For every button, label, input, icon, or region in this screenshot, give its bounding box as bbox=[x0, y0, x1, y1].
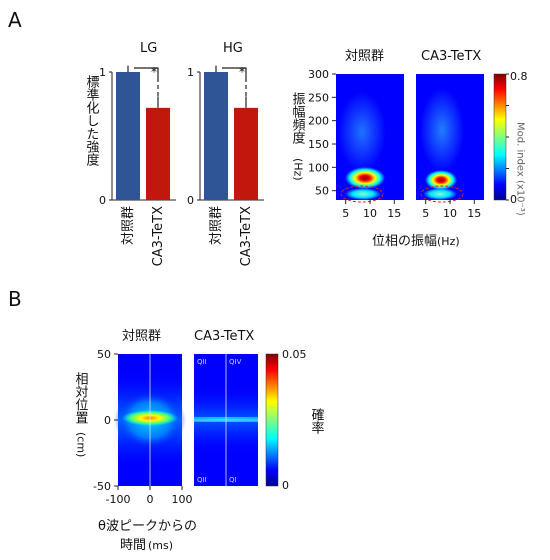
heatmap-b-control bbox=[114, 354, 186, 486]
quadrant-label: QII bbox=[197, 358, 207, 366]
y-tick-label: 50 bbox=[97, 348, 111, 361]
colorbar-tick-label: 0 bbox=[282, 479, 289, 492]
heatmap-a-title-tetx: CA3-TeTX bbox=[421, 49, 481, 64]
category-label: CA3-TeTX bbox=[151, 206, 166, 266]
bar-chart-title: HG bbox=[223, 41, 243, 56]
heatmap-b-colorbar-label: 確率 bbox=[309, 407, 325, 434]
category-label: 対照群 bbox=[209, 206, 224, 245]
y-tick-label: 250 bbox=[308, 91, 329, 104]
bar-tetx bbox=[146, 107, 170, 200]
heatmap-b-xlabel: θ波ピークからの bbox=[98, 519, 197, 534]
heatmap-a-yunit: (Hz) bbox=[292, 158, 305, 181]
x-tick-label: 100 bbox=[172, 493, 193, 506]
category-label: CA3-TeTX bbox=[239, 206, 254, 266]
heatmap-a-ylabel: 振幅頻度 bbox=[290, 92, 306, 144]
bar-chart-title: LG bbox=[140, 41, 157, 56]
x-tick-label: 5 bbox=[342, 207, 349, 220]
significance-star: * bbox=[239, 65, 245, 79]
bar-charts: LG 0 1 対照群 CA3-TeTX * HG 0 1 対照群 CA3-TeTX * bbox=[99, 41, 264, 266]
y-tick-label: 300 bbox=[308, 68, 329, 81]
y-tick-label: 0 bbox=[99, 194, 106, 207]
heatmap-b-title-control: 対照群 bbox=[122, 329, 161, 344]
x-tick-label: 5 bbox=[422, 207, 429, 220]
theta-heatmaps: 対照群 CA3-TeTX QII QIV QII QI 50 0 -50 -100 0… bbox=[73, 329, 325, 553]
heatmap-a-xunit: (Hz) bbox=[437, 235, 460, 248]
y-tick-label: -50 bbox=[93, 480, 111, 493]
bar-chart-lg: LG 0 1 対照群 CA3-TeTX * bbox=[99, 41, 176, 266]
heatmap-a-colorbar bbox=[493, 73, 507, 201]
x-tick-label: 15 bbox=[387, 207, 401, 220]
y-tick-label: 1 bbox=[187, 66, 194, 79]
quadrant-label: QII bbox=[197, 476, 207, 484]
significance-bracket bbox=[134, 67, 159, 78]
bar-tetx bbox=[234, 107, 258, 200]
bar-control bbox=[116, 72, 140, 200]
heatmap-a-colorbar-label: Mod. index (x10⁻³) bbox=[515, 122, 526, 216]
panel-label-a: A bbox=[8, 8, 22, 32]
panel-label-b: B bbox=[8, 287, 22, 311]
heatmap-a-colorbar-ticks: 0.80 bbox=[506, 70, 528, 206]
heatmap-b-xunit: (ms) bbox=[148, 539, 173, 552]
heatmap-a-xlabel: 位相の振幅 bbox=[372, 234, 437, 249]
heatmap-b-yticks: 50 0 -50 bbox=[93, 348, 118, 493]
x-tick-label: 15 bbox=[467, 207, 481, 220]
y-tick-label: 1 bbox=[99, 66, 106, 79]
heatmap-b-xlabel2: 時間 bbox=[120, 538, 146, 553]
x-tick-label: 10 bbox=[443, 207, 457, 220]
y-tick-label: 50 bbox=[315, 185, 329, 198]
bar-chart-hg: HG 0 1 対照群 CA3-TeTX * bbox=[187, 41, 264, 266]
colorbar-tick-label: 0.8 bbox=[510, 70, 528, 83]
heatmap-a-yticks: 300 250 200 150 100 50 bbox=[308, 68, 336, 198]
heatmap-a-control bbox=[336, 74, 404, 203]
quadrant-label: QIV bbox=[229, 358, 242, 366]
x-tick-label: -100 bbox=[106, 493, 131, 506]
bar-control bbox=[204, 72, 228, 200]
heatmap-b-colorbar bbox=[265, 353, 279, 487]
significance-bracket bbox=[222, 67, 247, 78]
heatmap-b-ylabel: 相対位置 bbox=[73, 372, 89, 424]
bar-ylabel: 標準化した強度 bbox=[84, 75, 100, 166]
y-tick-label: 0 bbox=[187, 194, 194, 207]
colorbar-tick-label: 0 bbox=[510, 193, 517, 206]
heatmap-a-xticks: 5 10 15 5 10 15 bbox=[342, 200, 481, 220]
y-tick-label: 100 bbox=[308, 161, 329, 174]
colorbar-tick-label: 0.05 bbox=[282, 348, 307, 361]
significance-star: * bbox=[151, 65, 157, 79]
category-label: 対照群 bbox=[121, 206, 136, 245]
x-tick-label: 10 bbox=[363, 207, 377, 220]
x-tick-label: 0 bbox=[147, 493, 154, 506]
quadrant-label: QI bbox=[229, 476, 237, 484]
heatmap-a-tetx bbox=[416, 74, 484, 203]
heatmap-b-xticks: -100 0 100 bbox=[106, 486, 193, 506]
heatmap-b-yunit: (cm) bbox=[75, 432, 88, 457]
y-tick-label: 0 bbox=[104, 414, 111, 427]
heatmap-b-tetx: QII QIV QII QI bbox=[194, 354, 258, 486]
heatmap-a-title-control: 対照群 bbox=[345, 49, 384, 64]
y-tick-label: 200 bbox=[308, 115, 329, 128]
heatmap-b-colorbar-ticks: 0.05 0 bbox=[282, 348, 307, 492]
y-tick-label: 150 bbox=[308, 138, 329, 151]
heatmap-b-title-tetx: CA3-TeTX bbox=[194, 329, 254, 344]
